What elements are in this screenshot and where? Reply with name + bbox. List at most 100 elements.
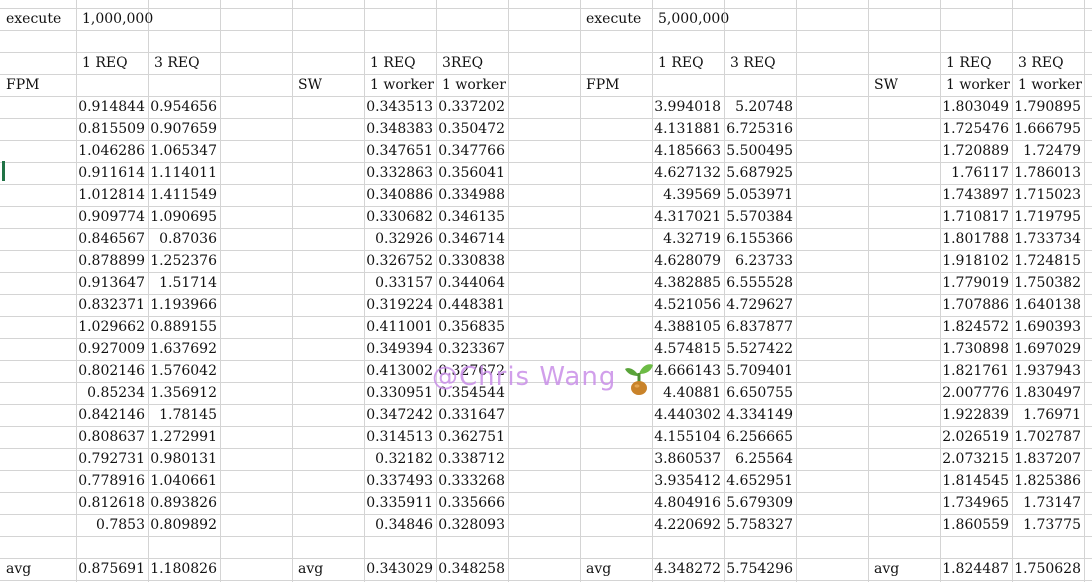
cell[interactable]: 1.73147	[1023, 495, 1081, 511]
cell[interactable]: 1.720889	[942, 143, 1009, 159]
cell[interactable]	[868, 96, 940, 118]
cell[interactable]	[508, 162, 580, 184]
cell[interactable]: 3.935412	[654, 473, 721, 489]
cell[interactable]	[508, 404, 580, 426]
cell[interactable]	[220, 8, 292, 30]
cell[interactable]	[364, 8, 436, 30]
cell[interactable]	[796, 74, 868, 96]
cell[interactable]	[0, 448, 76, 470]
cell[interactable]	[580, 536, 652, 558]
cell[interactable]: 5,000,000	[658, 11, 730, 27]
cell[interactable]	[868, 184, 940, 206]
cell[interactable]	[508, 316, 580, 338]
cell[interactable]	[220, 448, 292, 470]
cell[interactable]: 1.821761	[942, 363, 1009, 379]
cell[interactable]: 0.362751	[438, 429, 505, 445]
cell[interactable]	[796, 184, 868, 206]
cell[interactable]	[76, 74, 148, 96]
cell[interactable]	[1084, 30, 1092, 52]
cell[interactable]	[580, 184, 652, 206]
cell[interactable]: 0.907659	[150, 121, 217, 137]
cell[interactable]	[796, 448, 868, 470]
cell[interactable]: 1.76971	[1023, 407, 1081, 423]
cell[interactable]: 1.356912	[150, 385, 217, 401]
cell[interactable]	[580, 96, 652, 118]
cell[interactable]: 2.073215	[942, 451, 1009, 467]
cell[interactable]: 4.628079	[654, 253, 721, 269]
cell[interactable]	[0, 140, 76, 162]
cell[interactable]	[292, 470, 364, 492]
cell[interactable]: 1.824572	[942, 319, 1009, 335]
cell[interactable]	[220, 184, 292, 206]
cell[interactable]	[0, 272, 76, 294]
cell[interactable]	[796, 470, 868, 492]
cell[interactable]	[940, 8, 1012, 30]
cell[interactable]	[508, 470, 580, 492]
cell[interactable]: 1.114011	[150, 165, 217, 181]
cell[interactable]: 4.32719	[663, 231, 721, 247]
cell[interactable]: 1.76117	[951, 165, 1009, 181]
cell[interactable]: 0.878899	[78, 253, 145, 269]
cell[interactable]: 0.348258	[438, 561, 505, 577]
cell[interactable]	[508, 492, 580, 514]
cell[interactable]	[1084, 492, 1092, 514]
cell[interactable]: 1.790895	[1014, 99, 1081, 115]
cell[interactable]	[292, 294, 364, 316]
cell[interactable]: 1.801788	[942, 231, 1009, 247]
cell[interactable]	[508, 448, 580, 470]
cell[interactable]	[1084, 52, 1092, 74]
cell[interactable]	[796, 206, 868, 228]
cell[interactable]	[220, 272, 292, 294]
cell[interactable]	[508, 426, 580, 448]
cell[interactable]: 0.343029	[366, 561, 433, 577]
cell[interactable]	[0, 52, 76, 74]
cell[interactable]	[796, 250, 868, 272]
cell[interactable]: avg	[874, 561, 900, 577]
cell[interactable]	[796, 228, 868, 250]
cell[interactable]	[508, 96, 580, 118]
cell[interactable]: 0.411001	[366, 319, 433, 335]
cell[interactable]: 1.012814	[78, 187, 145, 203]
cell[interactable]: 0.346714	[438, 231, 505, 247]
cell[interactable]: 1.029662	[78, 319, 145, 335]
cell[interactable]	[580, 140, 652, 162]
cell[interactable]: 4.155104	[654, 429, 721, 445]
cell[interactable]	[148, 8, 220, 30]
cell[interactable]: 6.555528	[726, 275, 793, 291]
cell[interactable]: 6.256665	[726, 429, 793, 445]
cell[interactable]: 1.576042	[150, 363, 217, 379]
cell[interactable]: 0.802146	[78, 363, 145, 379]
cell[interactable]: 1.803049	[942, 99, 1009, 115]
cell[interactable]: 0.980131	[150, 451, 217, 467]
cell[interactable]: 1.918102	[942, 253, 1009, 269]
cell[interactable]	[220, 96, 292, 118]
cell[interactable]	[724, 536, 796, 558]
cell[interactable]	[292, 316, 364, 338]
cell[interactable]: 0.340886	[366, 187, 433, 203]
cell[interactable]	[1084, 558, 1092, 580]
cell[interactable]	[148, 536, 220, 558]
cell[interactable]	[292, 404, 364, 426]
cell[interactable]	[652, 74, 724, 96]
cell[interactable]	[1084, 8, 1092, 30]
cell[interactable]	[220, 558, 292, 580]
cell[interactable]: 1.824487	[942, 561, 1009, 577]
cell[interactable]: 0.809892	[150, 517, 217, 533]
cell[interactable]: 0.927009	[78, 341, 145, 357]
cell[interactable]: 1.730898	[942, 341, 1009, 357]
cell[interactable]	[868, 294, 940, 316]
cell[interactable]	[0, 492, 76, 514]
cell[interactable]	[724, 30, 796, 52]
cell[interactable]	[220, 250, 292, 272]
cell[interactable]: 0.326752	[366, 253, 433, 269]
cell[interactable]: 0.347651	[366, 143, 433, 159]
cell[interactable]	[580, 250, 652, 272]
cell[interactable]: avg	[298, 561, 324, 577]
cell[interactable]	[1012, 536, 1084, 558]
cell[interactable]	[220, 316, 292, 338]
cell[interactable]: 4.39569	[663, 187, 721, 203]
cell[interactable]	[0, 536, 76, 558]
cell[interactable]: 1.72479	[1023, 143, 1081, 159]
cell[interactable]	[0, 228, 76, 250]
cell[interactable]	[724, 8, 796, 30]
